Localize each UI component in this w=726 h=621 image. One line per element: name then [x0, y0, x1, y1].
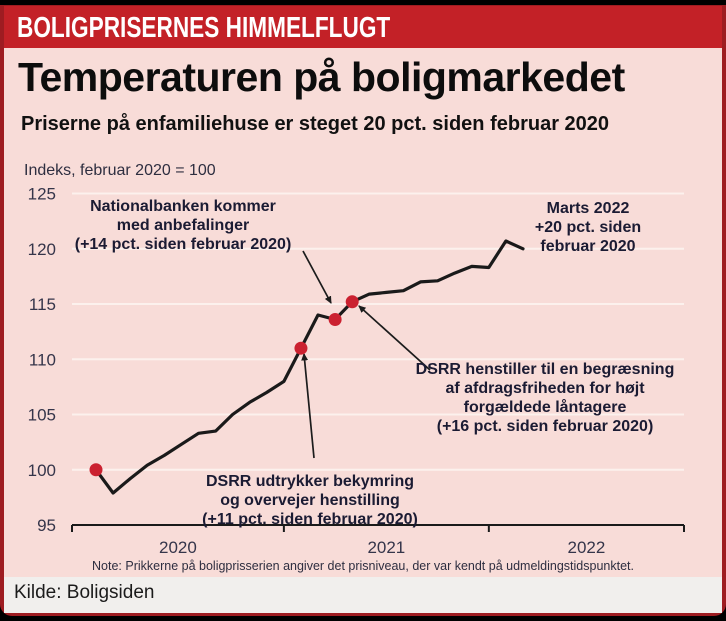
annotation-line: og overvejer henstilling [220, 492, 400, 509]
y-axis-unit-label: Indeks, februar 2020 = 100 [24, 162, 216, 179]
source-text: Kilde: Boligsiden [14, 582, 155, 603]
banner-title: BOLIGPRISERNES HIMMELFLUGT [17, 12, 391, 44]
annotation-marts-2022: Marts 2022 +20 pct. siden februar 2020 [488, 199, 688, 256]
annotation-line: DSRR udtrykker bekymring [205, 473, 415, 490]
chart-footnote: Note: Prikkerne på boligprisserien angiv… [92, 559, 634, 573]
annotation-line: forgældede låntagere [463, 399, 627, 416]
event-dot [345, 295, 359, 309]
y-tick-label: 110 [29, 350, 56, 369]
annotation-line: med anbefalinger [116, 217, 250, 234]
annotation-line: (+11 pct. siden februar 2020) [202, 511, 418, 528]
annotation-arrow [302, 250, 332, 304]
annotation-line: (+14 pct. siden februar 2020) [74, 236, 292, 253]
annotation-line: af afdragsfriheden for højt [445, 380, 645, 397]
top-banner: BOLIGPRISERNES HIMMELFLUGT [4, 6, 722, 48]
annotation-line: (+16 pct. siden februar 2020) [436, 418, 654, 435]
y-tick-label: 120 [28, 240, 56, 259]
x-tick-label: 2021 [367, 538, 405, 557]
annotation-line: DSRR henstiller til en begræsning [415, 361, 675, 378]
annotation-arrow [301, 353, 315, 459]
annotation-arrow [358, 305, 431, 371]
annotation-dsrr-udtrykker: DSRR udtrykker bekymring og overvejer hen… [164, 472, 456, 529]
y-tick-label: 100 [28, 461, 56, 480]
annotation-line: Marts 2022 [546, 200, 630, 217]
y-tick-label: 115 [29, 295, 56, 314]
annotation-dsrr-henstiller: DSRR henstiller til en begræsning af afdr… [386, 360, 704, 436]
chart-subtitle: Priserne på enfamiliehuse er steget 20 p… [21, 113, 610, 135]
event-dot [89, 463, 103, 477]
y-tick-label: 105 [28, 406, 56, 425]
x-tick-label: 2020 [159, 538, 197, 557]
chart-line [94, 239, 525, 495]
x-tick-label: 2022 [568, 538, 606, 557]
annotation-line: februar 2020 [540, 238, 636, 255]
y-tick-label: 125 [28, 185, 56, 204]
annotation-nationalbanken: Nationalbanken kommer med anbefalinger (+1… [28, 197, 338, 254]
event-dot [294, 341, 308, 355]
event-dot [328, 312, 342, 326]
y-tick-label: 95 [37, 516, 56, 535]
annotation-line: +20 pct. siden [534, 219, 642, 236]
chart-title: Temperaturen på boligmarkedet [18, 54, 625, 100]
source-bar: Kilde: Boligsiden [4, 577, 722, 613]
annotation-line: Nationalbanken kommer [90, 198, 276, 215]
